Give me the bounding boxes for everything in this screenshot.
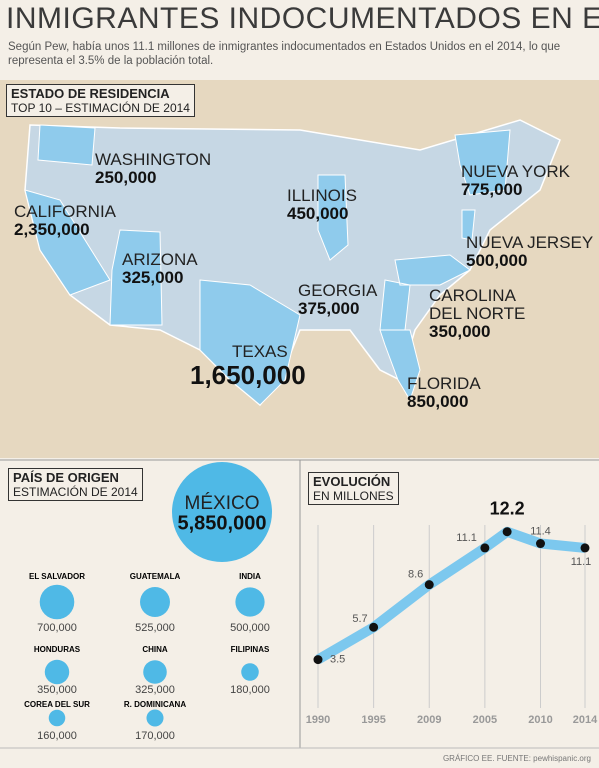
point-label: 3.5 xyxy=(330,653,345,665)
state-name: NUEVA YORK xyxy=(461,162,570,181)
x-tick-label: 2009 xyxy=(417,714,441,726)
point xyxy=(313,655,323,665)
bubble-value: 500,000 xyxy=(230,622,270,634)
state-value: 2,350,000 xyxy=(14,220,90,239)
state-label: WASHINGTON 250,000 xyxy=(95,151,211,187)
point-label: 11.1 xyxy=(571,556,592,568)
bubble xyxy=(235,587,265,617)
state-value: 450,000 xyxy=(287,204,349,223)
origin-title: PAÍS DE ORIGEN xyxy=(13,470,119,485)
bubble-value: 350,000 xyxy=(37,684,77,696)
state-value: 850,000 xyxy=(407,392,469,411)
bubble-value: 160,000 xyxy=(37,730,77,742)
state-label: NUEVA YORK 775,000 xyxy=(461,163,570,199)
point-label: 12.2 xyxy=(490,499,525,519)
bubble-name: GUATEMALA xyxy=(130,572,181,581)
point-label: 11.4 xyxy=(530,525,551,537)
bubble-name: HONDURAS xyxy=(34,645,81,654)
bubble xyxy=(140,587,170,617)
point xyxy=(480,543,490,553)
x-tick-label: 2005 xyxy=(473,714,497,726)
bubble xyxy=(44,659,70,685)
bubble-value: 325,000 xyxy=(135,684,175,696)
bubble xyxy=(143,660,167,684)
point-label: 11.1 xyxy=(456,532,477,544)
bubble-name: R. DOMINICANA xyxy=(124,700,186,709)
point-label: 8.6 xyxy=(408,569,423,581)
page-title: INMIGRANTES INDOCUMENTADOS EN EU xyxy=(6,2,599,35)
bubble-name: MÉXICO xyxy=(185,493,260,514)
x-tick-label: 2014 xyxy=(573,714,598,726)
map-header: ESTADO DE RESIDENCIA TOP 10 – ESTIMACIÓN… xyxy=(6,84,195,117)
point xyxy=(369,622,379,632)
state-value: 250,000 xyxy=(95,168,157,187)
state-name: CAROLINA DEL NORTE xyxy=(429,286,526,323)
state-value: 500,000 xyxy=(466,251,528,270)
page-subtitle: Según Pew, había unos 11.1 millones de i… xyxy=(8,41,561,67)
map-title: ESTADO DE RESIDENCIA xyxy=(11,86,170,101)
state-name: TEXAS xyxy=(232,342,288,361)
origin-header: PAÍS DE ORIGEN ESTIMACIÓN DE 2014 xyxy=(8,468,143,501)
point xyxy=(536,539,545,549)
state-name: WASHINGTON xyxy=(95,150,212,169)
state-label: CALIFORNIA 2,350,000 xyxy=(14,203,116,239)
state-label: GEORGIA 375,000 xyxy=(298,282,377,318)
bubble xyxy=(39,584,75,620)
point-label: 5.7 xyxy=(352,613,367,625)
state-name: ARIZONA xyxy=(122,250,198,269)
line xyxy=(315,526,586,664)
bubble xyxy=(172,462,272,562)
state-name: CALIFORNIA xyxy=(14,202,117,221)
bubble xyxy=(241,663,259,681)
bubble xyxy=(146,709,164,727)
state-label: ILLINOIS 450,000 xyxy=(287,187,357,223)
state-value: 350,000 xyxy=(429,322,491,341)
state-value: 325,000 xyxy=(122,268,184,287)
evolution-subtitle: EN MILLONES xyxy=(313,489,394,503)
state-name: NUEVA JERSEY xyxy=(466,233,594,252)
point xyxy=(424,580,434,590)
x-tick-label: 1995 xyxy=(361,714,385,726)
state-name: ILLINOIS xyxy=(287,186,357,205)
bubble-name: COREA DEL SUR xyxy=(24,700,90,709)
state-label: FLORIDA 850,000 xyxy=(407,375,481,411)
state-label: CAROLINA DEL NORTE 350,000 xyxy=(429,287,529,341)
state-label: TEXAS 1,650,000 xyxy=(190,342,306,390)
state-value: 375,000 xyxy=(298,299,360,318)
x-tick-label: 1990 xyxy=(306,714,330,726)
evolution-title: EVOLUCIÓN xyxy=(313,474,391,489)
bubble-name: CHINA xyxy=(142,645,168,654)
bubble-value: 700,000 xyxy=(37,622,77,634)
state-name: GEORGIA xyxy=(298,281,378,300)
evolution-header: EVOLUCIÓN EN MILLONES xyxy=(308,472,399,505)
state-value: 1,650,000 xyxy=(190,360,306,390)
state-value: 775,000 xyxy=(461,180,523,199)
bubble-value: 5,850,000 xyxy=(178,512,267,534)
bubble-value: 170,000 xyxy=(135,730,175,742)
bubble xyxy=(48,709,66,727)
bubble-value: 525,000 xyxy=(135,622,175,634)
x-tick-label: 2010 xyxy=(528,714,552,726)
bubble-value: 180,000 xyxy=(230,684,270,696)
map-subtitle: TOP 10 – ESTIMACIÓN DE 2014 xyxy=(11,101,190,115)
bubble-name: EL SALVADOR xyxy=(29,572,85,581)
bubble-name: INDIA xyxy=(239,572,261,581)
state-label: NUEVA JERSEY 500,000 xyxy=(466,234,593,270)
map xyxy=(0,80,599,458)
state-label: ARIZONA 325,000 xyxy=(122,251,198,287)
footer: GRÁFICO EE. FUENTE: pewhispanic.org xyxy=(442,754,591,763)
origin-subtitle: ESTIMACIÓN DE 2014 xyxy=(13,485,138,499)
point xyxy=(580,543,590,553)
highlighted-states xyxy=(24,124,511,406)
point xyxy=(502,527,512,537)
bubble-name: FILIPINAS xyxy=(231,645,270,654)
state-name: FLORIDA xyxy=(407,374,481,393)
